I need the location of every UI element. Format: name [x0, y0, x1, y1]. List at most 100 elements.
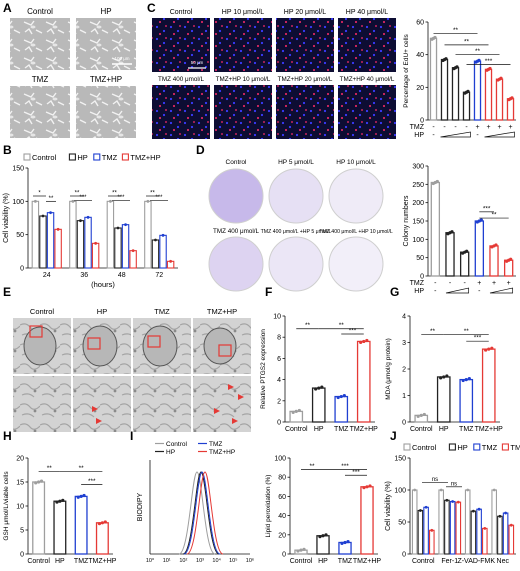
data-point — [146, 199, 150, 203]
edu-image — [214, 85, 272, 139]
data-point — [494, 243, 498, 247]
tmz-sign: - — [463, 280, 466, 287]
x-tick-label: 24 — [43, 272, 51, 279]
legend-label: HP — [166, 449, 175, 456]
bar — [444, 499, 450, 555]
x-tick-label: 10³ — [196, 558, 204, 564]
colony-plate — [328, 168, 384, 224]
y-tick-label: 40 — [416, 52, 424, 59]
y-axis-label: Relative PTGS2 expression — [260, 329, 267, 409]
significance-label: ** — [79, 465, 85, 472]
histogram-curve — [183, 471, 221, 555]
data-point — [291, 410, 295, 414]
legend-swatch — [23, 153, 31, 161]
bar — [121, 224, 130, 269]
panel-g-chart: 0 1 2 3 4 MDA (μmol/g protein) Control HP TMZ TMZ… — [385, 314, 503, 434]
edu-image-label: TMZ+HP 40 μmol/L — [340, 76, 395, 83]
data-point — [346, 540, 350, 544]
data-point — [169, 259, 173, 263]
tmz-sign: + — [475, 124, 479, 131]
x-tick-label: 10⁶ — [246, 557, 254, 564]
bar — [462, 91, 471, 121]
significance-label: *** — [352, 469, 360, 476]
data-point — [456, 500, 460, 504]
data-point — [439, 376, 443, 380]
data-point — [343, 540, 347, 545]
y-tick-label: 200 — [412, 200, 424, 207]
arrowhead-icon — [232, 418, 238, 424]
bar — [459, 378, 474, 423]
significance-label: *** — [341, 463, 349, 470]
significance-label: ** — [305, 322, 311, 329]
data-point — [418, 509, 422, 512]
tem-label: TMZ — [154, 307, 170, 316]
bar — [74, 495, 88, 555]
edu-image — [152, 85, 210, 139]
y-tick-label: 4 — [277, 377, 281, 384]
data-point — [116, 226, 120, 230]
edu-image — [338, 85, 396, 139]
data-point — [100, 521, 104, 525]
y-tick-label: 50 — [398, 520, 406, 527]
colony-plate — [268, 168, 324, 224]
panel-i-chart: 0 20 40 60 80 100 Lipid peroxidation (%) Contro… — [265, 456, 381, 566]
y-tick-label: 300 — [412, 164, 424, 171]
x-tick-label: 36 — [80, 272, 88, 279]
bar — [464, 489, 471, 555]
x-tick-label: TMZ+HP — [350, 426, 379, 433]
bar — [474, 220, 485, 277]
y-tick-label: 50 — [16, 232, 24, 239]
data-point — [34, 481, 38, 485]
data-point — [465, 249, 469, 253]
x-tick-label: HP — [318, 558, 328, 565]
x-tick-label: TMZ+HP — [88, 558, 117, 565]
data-point — [296, 549, 300, 553]
legend-swatch — [403, 443, 411, 451]
bar — [32, 481, 46, 555]
micrograph-label: HP — [100, 7, 111, 16]
data-point — [445, 498, 449, 502]
bar — [69, 200, 77, 269]
y-tick-label: 20 — [416, 85, 424, 92]
y-axis-label: GSH μmol/L/viable cells — [3, 471, 10, 541]
significance-label: ns — [451, 481, 457, 487]
tem-label: HP — [97, 307, 107, 316]
bar — [436, 376, 451, 423]
significance-label: *** — [349, 328, 357, 335]
data-point — [33, 199, 37, 203]
y-tick-label: 5 — [20, 528, 24, 535]
bar — [495, 78, 504, 121]
x-tick-label: TMZ — [74, 558, 89, 565]
legend-label: Control — [32, 153, 57, 162]
colony-plate — [328, 236, 384, 292]
plate-label: TMZ 400 μmol/L +HP 10 μmol/L — [319, 229, 393, 235]
legend-label: TMZ — [209, 441, 222, 448]
scale-bar-label: 100 μm — [114, 56, 129, 61]
data-point — [342, 394, 346, 398]
tmz-sign: + — [477, 280, 481, 287]
panel-j-chart: 0 50 100 150 Cell viability (%) Control Fer-1 Z… — [385, 443, 520, 565]
data-point — [365, 485, 369, 489]
x-tick-label: TMZ — [338, 558, 353, 565]
bar — [95, 522, 109, 555]
data-point — [490, 346, 494, 350]
data-point — [422, 412, 426, 417]
significance-label: *** — [474, 335, 482, 342]
row-label: TMZ — [410, 124, 425, 131]
x-tick-label: TMZ — [459, 426, 474, 433]
data-point — [41, 214, 45, 218]
data-point — [97, 522, 102, 526]
data-point — [466, 488, 470, 492]
tmz-sign: - — [454, 124, 457, 131]
data-point — [294, 409, 298, 413]
significance-label: ** — [464, 328, 470, 335]
hp-sign: - — [432, 132, 435, 139]
zoom-box — [147, 335, 161, 348]
y-tick-label: 20 — [278, 532, 286, 539]
plate-label: HP 10 μmol/L — [336, 159, 376, 166]
bar — [106, 200, 115, 269]
tmz-sign: - — [465, 124, 468, 131]
data-point — [450, 230, 454, 234]
y-tick-label: 10 — [16, 504, 24, 511]
